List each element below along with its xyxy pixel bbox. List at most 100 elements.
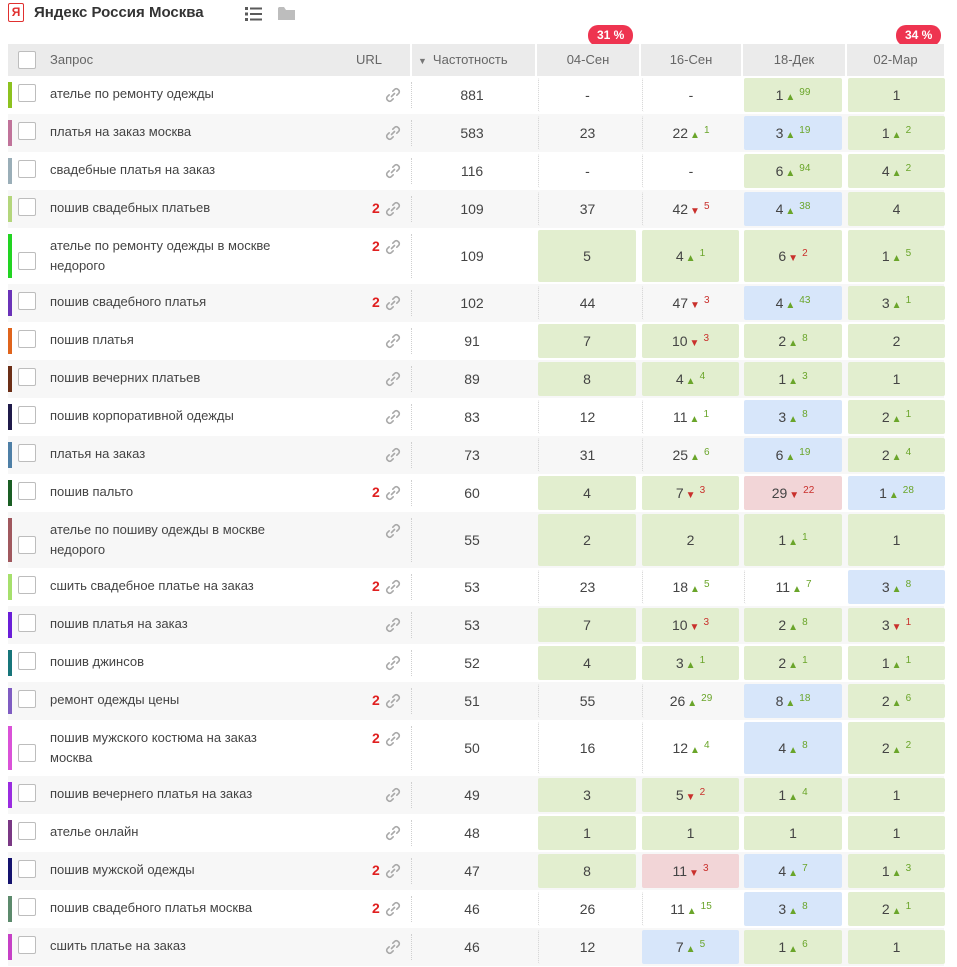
position-cell[interactable]: 8 ▲ 18 <box>744 684 842 718</box>
table-row[interactable]: платья на заказ 73 31 25 ▲ 6 6 ▲ 19 2 ▲ 4 <box>8 436 945 474</box>
position-cell[interactable]: 1 ▲ 1 <box>848 646 945 680</box>
position-cell[interactable]: - <box>642 154 739 188</box>
column-date-3[interactable]: 18-Дек <box>773 52 815 67</box>
position-cell[interactable]: 4 <box>538 476 636 510</box>
table-row[interactable]: пошив платья на заказ 53 7 10 ▼ 3 2 ▲ 8 3 ▼ 1 <box>8 606 945 644</box>
folder-icon[interactable] <box>278 6 296 21</box>
position-cell[interactable]: - <box>642 78 739 112</box>
position-cell[interactable]: 1 <box>848 930 945 964</box>
position-cell[interactable]: 4 ▲ 38 <box>744 192 842 226</box>
position-cell[interactable]: 11 ▼ 3 <box>642 854 739 888</box>
position-cell[interactable]: 1 ▲ 4 <box>744 778 842 812</box>
link-icon[interactable] <box>385 125 401 141</box>
position-cell[interactable]: - <box>538 78 636 112</box>
position-cell[interactable]: 1 ▲ 6 <box>744 930 842 964</box>
column-date-4[interactable]: 02-Мар <box>873 52 918 67</box>
position-cell[interactable]: 7 ▲ 5 <box>642 930 739 964</box>
row-checkbox[interactable] <box>18 406 36 424</box>
table-row[interactable]: ателье по пошиву одежды в москве недорог… <box>8 512 945 568</box>
table-row[interactable]: ателье онлайн 48 1 1 1 1 <box>8 814 945 852</box>
select-all-checkbox[interactable] <box>18 51 36 69</box>
table-row[interactable]: пошив мужской одежды 2 47 8 11 ▼ 3 4 ▲ 7 1 ▲ 3 <box>8 852 945 890</box>
position-cell[interactable]: 6 ▼ 2 <box>744 230 842 282</box>
position-cell[interactable]: 37 <box>538 192 636 226</box>
row-checkbox[interactable] <box>18 860 36 878</box>
position-cell[interactable]: 22 ▲ 1 <box>642 116 739 150</box>
link-icon[interactable] <box>385 617 401 633</box>
link-icon[interactable] <box>385 939 401 955</box>
table-row[interactable]: ателье по ремонту одежды в москве недоро… <box>8 228 945 284</box>
position-cell[interactable]: 3 ▲ 8 <box>848 570 945 604</box>
url-count[interactable]: 2 <box>372 238 380 254</box>
position-cell[interactable]: 7 <box>538 324 636 358</box>
link-icon[interactable] <box>385 295 401 311</box>
position-cell[interactable]: 4 <box>538 646 636 680</box>
position-cell[interactable]: 1 <box>642 816 739 850</box>
link-icon[interactable] <box>385 787 401 803</box>
position-cell[interactable]: 7 ▼ 3 <box>642 476 739 510</box>
position-cell[interactable]: 1 <box>848 362 945 396</box>
position-cell[interactable]: 7 <box>538 608 636 642</box>
position-cell[interactable]: 10 ▼ 3 <box>642 324 739 358</box>
position-cell[interactable]: 3 ▲ 19 <box>744 116 842 150</box>
url-count[interactable]: 2 <box>372 692 380 708</box>
position-cell[interactable]: 4 ▲ 8 <box>744 722 842 774</box>
position-cell[interactable]: 5 <box>538 230 636 282</box>
position-cell[interactable]: 47 ▼ 3 <box>642 286 739 320</box>
row-checkbox[interactable] <box>18 122 36 140</box>
column-query[interactable]: Запрос <box>50 52 94 67</box>
row-checkbox[interactable] <box>18 744 36 762</box>
row-checkbox[interactable] <box>18 444 36 462</box>
link-icon[interactable] <box>385 655 401 671</box>
table-row[interactable]: пошив свадебного платья 2 102 44 47 ▼ 3 4 ▲ 43 3 ▲ 1 <box>8 284 945 322</box>
position-cell[interactable]: 2 ▲ 6 <box>848 684 945 718</box>
table-row[interactable]: пошив платья 91 7 10 ▼ 3 2 ▲ 8 2 <box>8 322 945 360</box>
position-cell[interactable]: 3 ▼ 1 <box>848 608 945 642</box>
position-cell[interactable]: 23 <box>538 116 636 150</box>
table-row[interactable]: ателье по ремонту одежды 881- -1 ▲ 99 1 <box>8 76 945 114</box>
table-row[interactable]: пошив свадебного платья москва 2 46 26 11 ▲ 15… <box>8 890 945 928</box>
position-cell[interactable]: 4 ▲ 7 <box>744 854 842 888</box>
link-icon[interactable] <box>385 409 401 425</box>
position-cell[interactable]: 3 ▲ 8 <box>744 892 842 926</box>
row-checkbox[interactable] <box>18 160 36 178</box>
position-cell[interactable]: 29 ▼ 22 <box>744 476 842 510</box>
position-cell[interactable]: 2 ▲ 8 <box>744 324 842 358</box>
position-cell[interactable]: 1 ▲ 2 <box>848 116 945 150</box>
position-cell[interactable]: 11 ▲ 15 <box>642 892 739 926</box>
position-cell[interactable]: 12 ▲ 4 <box>642 722 739 774</box>
position-cell[interactable]: 23 <box>538 570 636 604</box>
table-row[interactable]: пошив мужского костюма на заказ москва 2 5… <box>8 720 945 776</box>
position-cell[interactable]: 3 ▲ 1 <box>848 286 945 320</box>
position-cell[interactable]: 4 ▲ 43 <box>744 286 842 320</box>
link-icon[interactable] <box>385 371 401 387</box>
position-cell[interactable]: 1 ▲ 3 <box>744 362 842 396</box>
row-checkbox[interactable] <box>18 368 36 386</box>
position-cell[interactable]: 16 <box>538 722 636 774</box>
link-icon[interactable] <box>385 901 401 917</box>
position-cell[interactable]: 1 ▲ 3 <box>848 854 945 888</box>
position-cell[interactable]: 10 ▼ 3 <box>642 608 739 642</box>
position-cell[interactable]: 1 <box>848 778 945 812</box>
row-checkbox[interactable] <box>18 482 36 500</box>
link-icon[interactable] <box>385 239 401 255</box>
link-icon[interactable] <box>385 447 401 463</box>
column-date-1[interactable]: 04-Сен <box>566 52 610 67</box>
table-row[interactable]: платья на заказ москва 583 23 22 ▲ 1 3 ▲ 19 1 ▲ 2 <box>8 114 945 152</box>
position-cell[interactable]: 2 ▲ 4 <box>848 438 945 472</box>
row-checkbox[interactable] <box>18 536 36 554</box>
position-cell[interactable]: 2 <box>538 514 636 566</box>
position-cell[interactable]: 25 ▲ 6 <box>642 438 739 472</box>
position-cell[interactable]: 8 <box>538 362 636 396</box>
position-cell[interactable]: 12 <box>538 400 636 434</box>
link-icon[interactable] <box>385 825 401 841</box>
position-cell[interactable]: 18 ▲ 5 <box>642 570 739 604</box>
position-cell[interactable]: 55 <box>538 684 636 718</box>
link-icon[interactable] <box>385 87 401 103</box>
position-cell[interactable]: 8 <box>538 854 636 888</box>
url-count[interactable]: 2 <box>372 578 380 594</box>
table-row[interactable]: пошив свадебных платьев 2 109 37 42 ▼ 5 4 ▲ 38 4 <box>8 190 945 228</box>
row-checkbox[interactable] <box>18 198 36 216</box>
position-cell[interactable]: 2 <box>642 514 739 566</box>
position-cell[interactable]: 1 <box>848 816 945 850</box>
